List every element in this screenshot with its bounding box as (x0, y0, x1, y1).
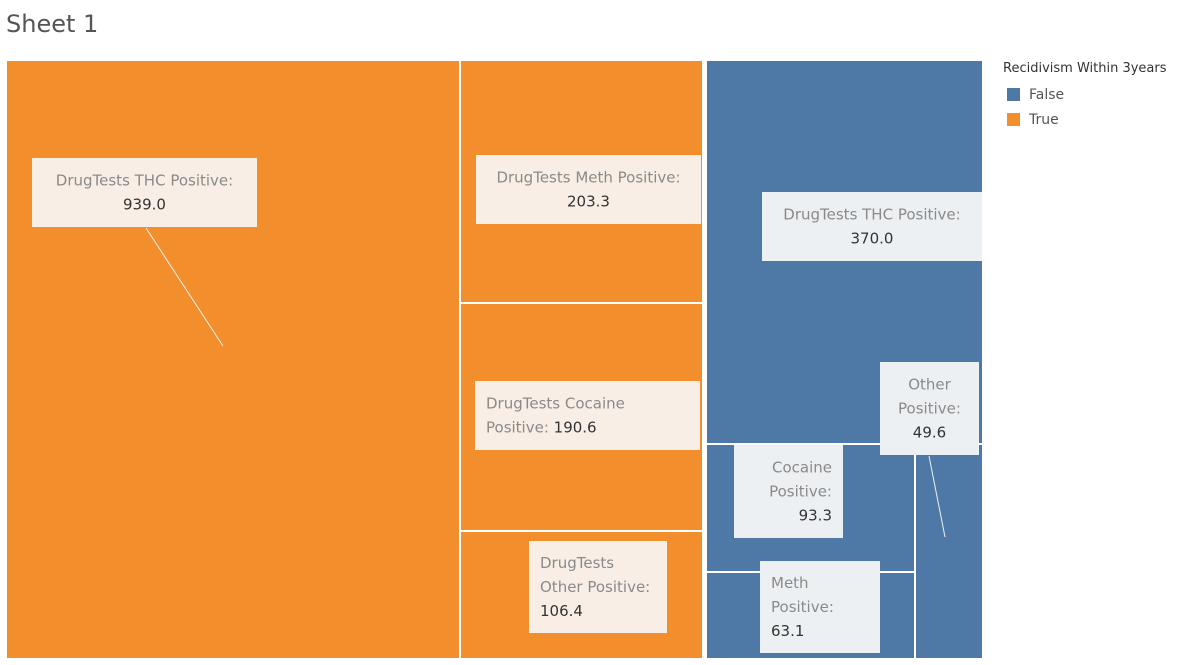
data-value-label: 93.3 (799, 507, 832, 525)
category-label: DrugTests (540, 554, 614, 572)
label-true-drugtests-other-positive: DrugTests Other Positive: 106.4 (529, 541, 667, 633)
category-label: DrugTests THC Positive: (56, 172, 233, 190)
label-false-cocaine-positive: Cocaine Positive: 93.3 (734, 445, 843, 538)
data-value-label: 939.0 (123, 196, 166, 214)
label-box (760, 561, 880, 653)
category-label: Other (908, 376, 951, 394)
data-value-label: 106.4 (540, 602, 583, 620)
svg-text:106.4: 106.4 (540, 602, 583, 620)
data-value-label: 203.3 (567, 193, 610, 211)
category-label: Meth (771, 574, 809, 592)
svg-text:Cocaine: Cocaine (772, 459, 832, 477)
leader-line (145, 227, 224, 347)
svg-text:Other: Other (908, 376, 951, 394)
svg-text:Positive:: Positive: (769, 483, 832, 501)
category-label: DrugTests Meth Positive: (496, 169, 680, 187)
category-label: DrugTests THC Positive: (783, 206, 960, 224)
data-value-label: 63.1 (771, 622, 804, 640)
label-false-drugtests-thc-positive: DrugTests THC Positive: 370.0 (762, 192, 982, 261)
svg-text:63.1: 63.1 (771, 622, 804, 640)
svg-text:370.0: 370.0 (851, 230, 894, 248)
sheet-title: Sheet 1 (6, 10, 99, 38)
svg-text:49.6: 49.6 (913, 424, 946, 442)
category-label: DrugTests Cocaine (486, 395, 625, 413)
category-label: Positive: (898, 400, 961, 418)
svg-text:Positive:: Positive: (898, 400, 961, 418)
label-false-other-positive: Other Positive: 49.6 (880, 362, 979, 538)
legend-item-true[interactable]: True (1003, 107, 1167, 132)
category-label: Other Positive: (540, 578, 650, 596)
legend-label-false: False (1029, 86, 1065, 103)
svg-text:DrugTests: DrugTests (540, 554, 614, 572)
label-true-drugtests-meth-positive: DrugTests Meth Positive: 203.3 (476, 155, 701, 224)
data-value-label: 370.0 (851, 230, 894, 248)
svg-text:Other Positive:: Other Positive: (540, 578, 650, 596)
legend-swatch-true (1007, 113, 1020, 126)
leader-line (928, 455, 946, 538)
label-box (475, 381, 700, 450)
legend-title: Recidivism Within 3years (1003, 61, 1167, 76)
label-box (762, 192, 982, 261)
category-label: Positive: (486, 419, 549, 437)
legend-item-false[interactable]: False (1003, 82, 1167, 107)
legend-label-true: True (1029, 111, 1059, 128)
svg-text:DrugTests Cocaine: DrugTests Cocaine (486, 395, 625, 413)
svg-text:Positive: 190.6: Positive: 190.6 (486, 419, 597, 437)
category-label: Positive: (769, 483, 832, 501)
data-value-label: 49.6 (913, 424, 946, 442)
label-false-meth-positive: Meth Positive: 63.1 (760, 561, 880, 653)
label-box (476, 155, 701, 224)
legend: Recidivism Within 3years False True (1003, 61, 1167, 132)
svg-text:Meth: Meth (771, 574, 809, 592)
tile-false-other-positive[interactable] (916, 445, 982, 658)
svg-text:93.3: 93.3 (799, 507, 832, 525)
tile-true-drugtests-thc-positive[interactable] (7, 61, 459, 658)
label-box (529, 541, 667, 633)
category-label: Positive: (771, 598, 834, 616)
legend-swatch-false (1007, 88, 1020, 101)
label-box (32, 158, 257, 227)
svg-text:DrugTests THC Positive:: DrugTests THC Positive: (56, 172, 233, 190)
svg-text:DrugTests Meth Positive:: DrugTests Meth Positive: (496, 169, 680, 187)
data-value-label: 190.6 (549, 419, 597, 437)
label-box (734, 445, 843, 538)
svg-text:Positive:: Positive: (771, 598, 834, 616)
svg-text:DrugTests THC Positive:: DrugTests THC Positive: (783, 206, 960, 224)
label-true-drugtests-thc-positive: DrugTests THC Positive: 939.0 (32, 158, 257, 347)
category-label: Cocaine (772, 459, 832, 477)
label-true-drugtests-cocaine-positive: DrugTests Cocaine Positive: 190.6 (475, 381, 700, 450)
svg-text:203.3: 203.3 (567, 193, 610, 211)
svg-text:939.0: 939.0 (123, 196, 166, 214)
label-box (880, 362, 979, 455)
